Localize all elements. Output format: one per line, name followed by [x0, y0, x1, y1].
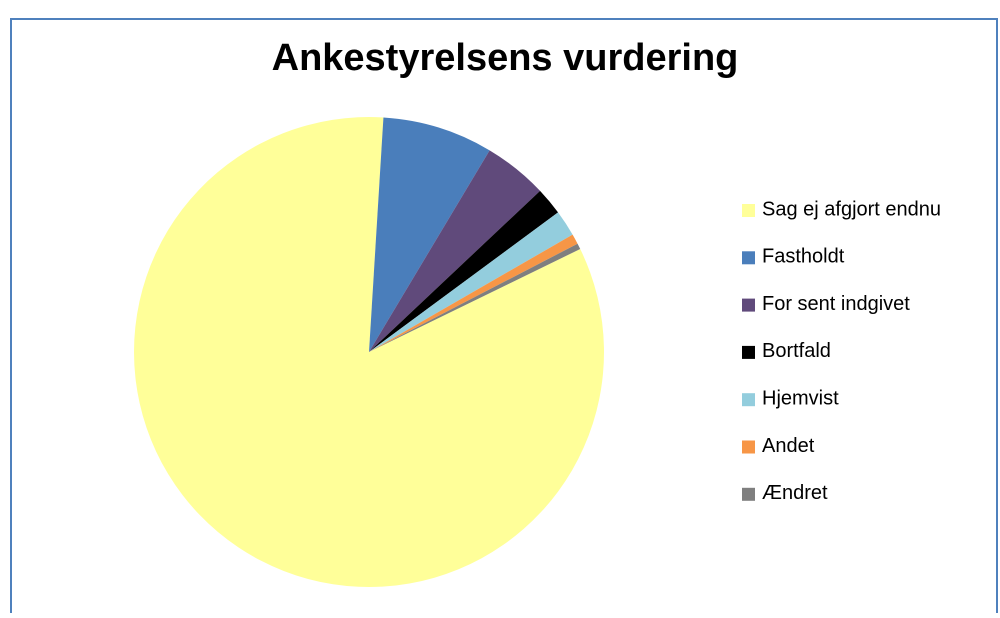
pie-slice: [369, 190, 559, 352]
pie-slice: [369, 117, 490, 352]
legend-swatch: [742, 393, 755, 407]
pie-slice: [369, 243, 581, 352]
legend-label: Ændret: [762, 482, 828, 504]
chart-title: Ankestyrelsens vurdering: [272, 37, 739, 79]
legend-label: Sag ej afgjort endnu: [762, 198, 941, 220]
legend-label: Fastholdt: [762, 246, 845, 268]
legend-swatch: [742, 440, 755, 454]
legend-swatch: [742, 251, 755, 265]
legend-label: Hjemvist: [762, 387, 839, 409]
pie-slice: [369, 150, 541, 352]
legend-label: Andet: [762, 435, 815, 457]
legend-label: Bortfald: [762, 340, 831, 362]
legend-swatch: [742, 204, 755, 217]
pie-slice: [369, 212, 573, 352]
legend-swatch: [742, 487, 755, 501]
legend-label: For sent indgivet: [762, 293, 910, 315]
legend-swatch: [742, 345, 755, 359]
legend-swatch: [742, 298, 755, 312]
pie-slice: [369, 234, 578, 352]
